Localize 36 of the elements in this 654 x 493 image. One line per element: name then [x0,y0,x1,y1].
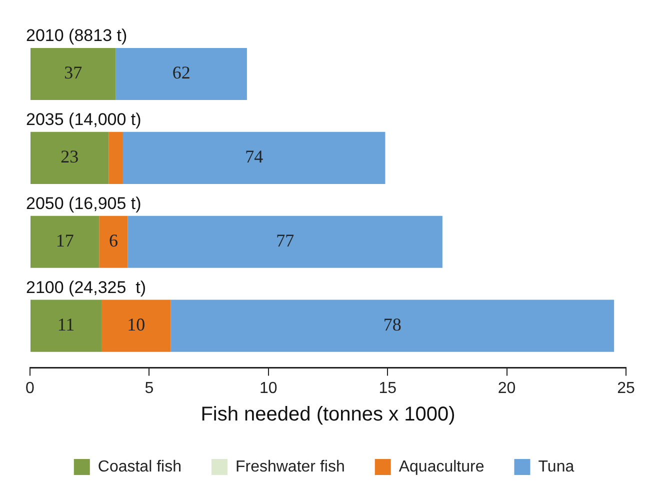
annotation: 17 [56,230,74,251]
legend-label: Aquaculture [398,458,484,476]
bar [122,132,386,184]
y-tick-label: 2100 (24,325 t) [26,278,146,297]
bar [170,300,614,352]
x-tick-label: 25 [617,380,635,397]
bar [116,48,247,100]
bar [30,132,109,184]
bar [30,216,100,268]
legend-label: Freshwater fish [235,458,345,476]
annotation: 23 [60,146,79,167]
x-axis-title: Fish needed (tonnes x 1000) [200,404,456,426]
annotation: 74 [245,146,264,167]
bar [128,216,442,268]
x-tick-label: 20 [498,380,516,397]
legend-label: Tuna [538,458,574,476]
annotation: 11 [57,314,75,335]
x-tick-label: 15 [378,380,397,397]
legend-label: Coastal fish [98,458,182,476]
bar [30,300,102,352]
bar [108,132,123,184]
annotation: 78 [383,314,402,335]
x-tick-label: 10 [260,380,278,397]
annotation: 62 [172,62,190,83]
y-tick-label: 2010 (8813 t) [26,26,128,46]
y-tick-label: 2035 (14,000 t) [26,110,142,130]
annotation: 10 [127,314,146,335]
annotation: 37 [64,62,82,83]
annotation: 6 [108,230,118,251]
y-tick-label: 2050 (16,905 t) [26,194,142,214]
bar [102,300,171,352]
bar [99,216,128,268]
annotation: 77 [276,230,294,251]
x-tick-label: 0 [26,380,35,397]
x-tick-label: 5 [144,380,154,397]
bar [30,48,116,100]
